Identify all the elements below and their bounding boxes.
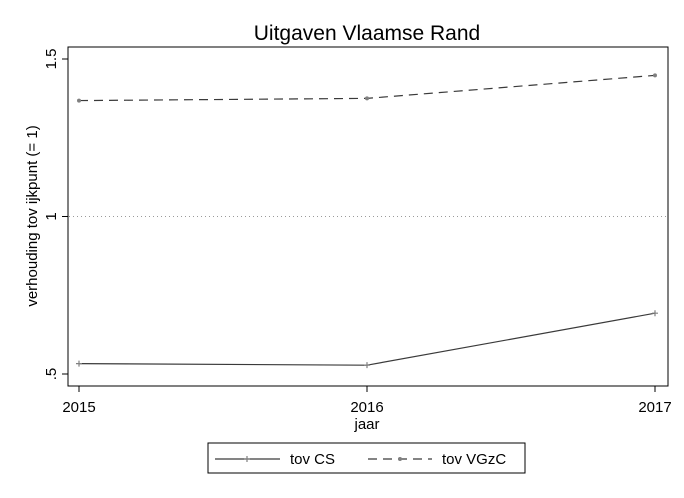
- legend: tov CS tov VGzC: [207, 442, 526, 474]
- legend-marker: [244, 456, 250, 462]
- legend-label-2: tov VGzC: [442, 451, 506, 468]
- data-point: [653, 73, 657, 78]
- x-tick-label: 2017: [638, 399, 671, 416]
- x-tick-label: 2015: [62, 399, 95, 416]
- y-tick-label: .5: [43, 368, 60, 381]
- legend-label-1: tov CS: [290, 451, 335, 468]
- data-point: [364, 362, 370, 369]
- x-axis: 2015 2016 2017: [62, 386, 672, 416]
- y-axis-label: verhouding tov ijkpunt (= 1): [24, 125, 41, 306]
- x-axis-label: jaar: [353, 416, 379, 433]
- legend-box: [207, 442, 526, 474]
- y-axis: .5 1 1.5: [43, 49, 68, 381]
- legend-marker: [398, 457, 402, 461]
- series-layer: [69, 73, 667, 369]
- y-tick-label: 1.5: [43, 49, 60, 70]
- data-point: [77, 98, 81, 103]
- x-tick-label: 2016: [350, 399, 383, 416]
- data-point: [76, 360, 82, 367]
- data-point: [652, 310, 658, 317]
- y-tick-label: 1: [43, 212, 60, 220]
- data-point: [365, 96, 369, 101]
- chart-title: Uitgaven Vlaamse Rand: [254, 22, 480, 45]
